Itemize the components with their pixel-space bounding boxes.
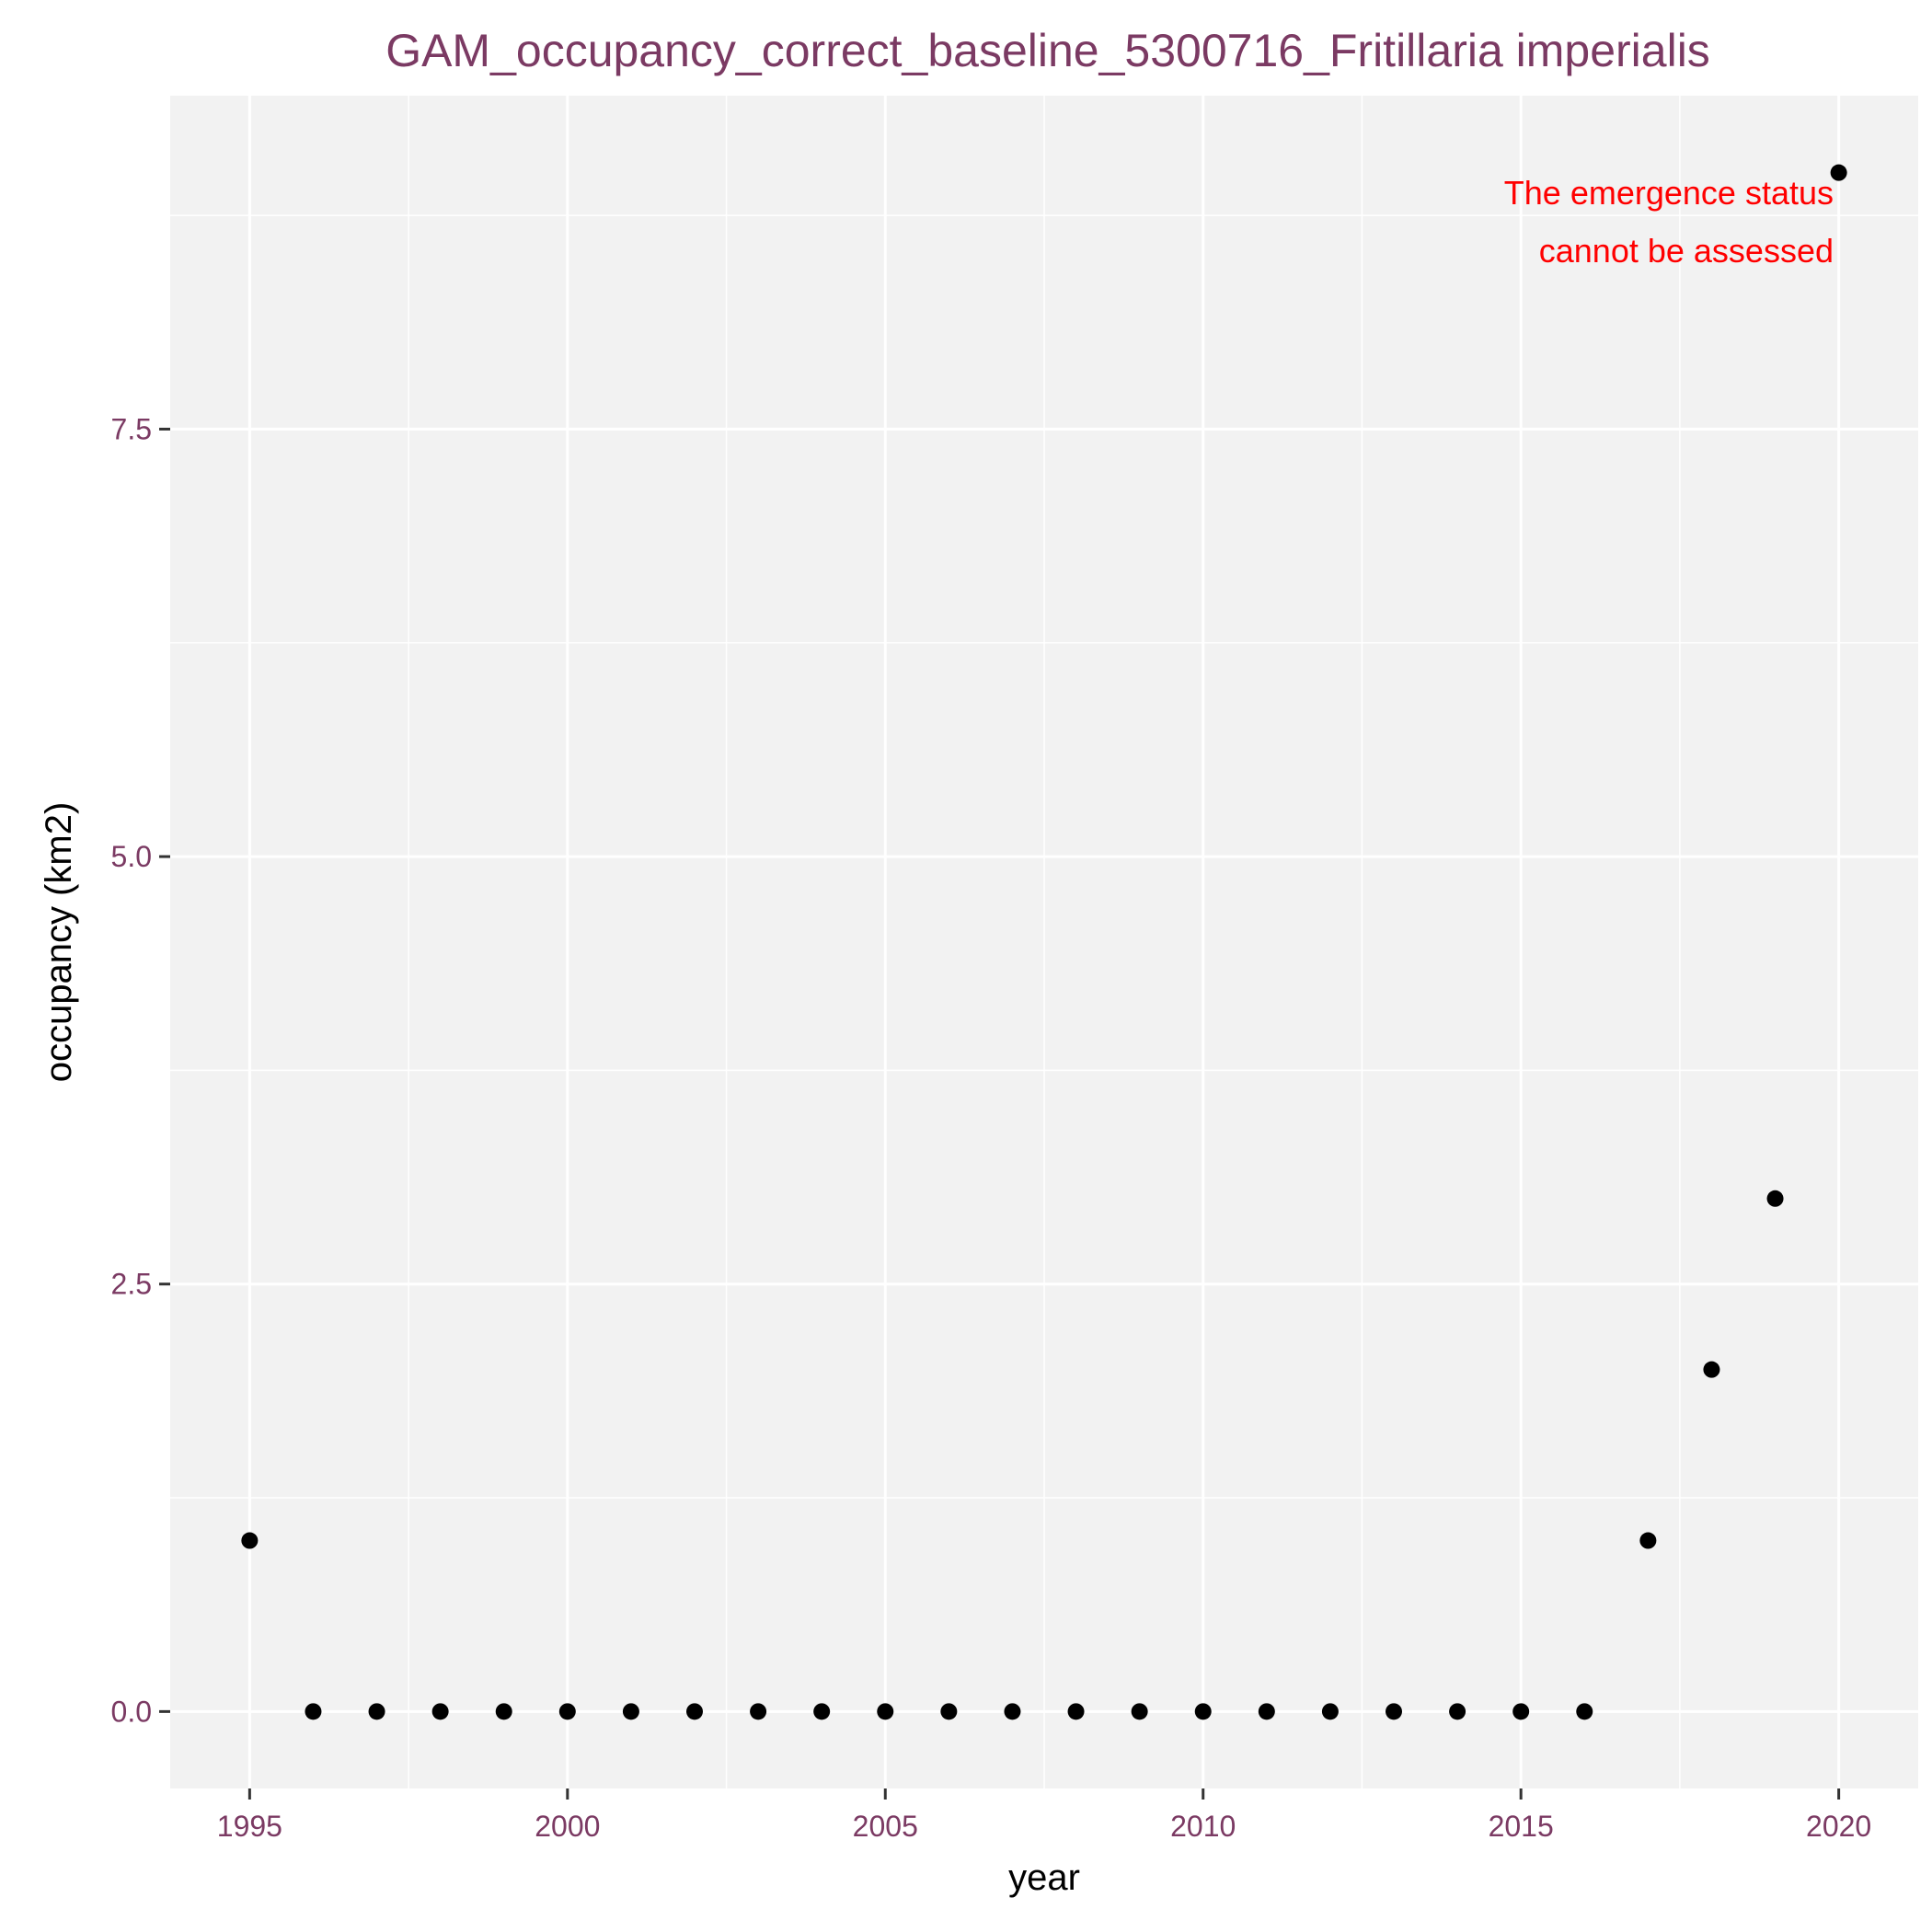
data-point: [1639, 1532, 1657, 1549]
data-point: [1321, 1703, 1339, 1720]
data-point: [1067, 1703, 1085, 1720]
data-point: [686, 1703, 703, 1720]
data-point: [1449, 1703, 1466, 1720]
x-tick-label: 1995: [217, 1810, 282, 1843]
data-point: [750, 1703, 767, 1720]
x-tick-label: 2015: [1489, 1810, 1554, 1843]
annotation-line-1: The emergence status: [1504, 174, 1834, 212]
data-point: [1576, 1703, 1593, 1720]
annotation-line-2: cannot be assessed: [1539, 232, 1834, 270]
data-point: [1194, 1703, 1212, 1720]
data-point: [877, 1703, 894, 1720]
data-point: [622, 1703, 639, 1720]
x-axis: 1995 2000 2005 2010 2015 2020: [217, 1788, 1871, 1843]
grid-minor: [170, 96, 1918, 1788]
data-point: [1766, 1190, 1784, 1207]
y-tick-label: 7.5: [111, 412, 152, 445]
data-point: [940, 1703, 958, 1720]
chart-title: GAM_occupancy_correct_baseline_5300716_F…: [385, 25, 1710, 76]
data-point: [368, 1703, 385, 1720]
data-point: [558, 1703, 576, 1720]
data-point: [1258, 1703, 1275, 1720]
data-point: [495, 1703, 512, 1720]
data-points: [241, 164, 1847, 1720]
grid-major: [170, 96, 1918, 1788]
y-tick-label: 0.0: [111, 1695, 152, 1728]
data-point: [1512, 1703, 1530, 1720]
data-point: [1131, 1703, 1148, 1720]
data-point: [1386, 1703, 1402, 1720]
y-axis-title: occupancy (km2): [39, 802, 79, 1083]
data-point: [305, 1703, 322, 1720]
y-tick-label: 5.0: [111, 840, 152, 873]
x-tick-label: 2005: [853, 1810, 918, 1843]
data-point: [241, 1532, 259, 1549]
x-tick-label: 2010: [1170, 1810, 1236, 1843]
data-point: [1830, 164, 1847, 181]
y-axis: 0.0 2.5 5.0 7.5: [111, 412, 170, 1728]
data-point: [1703, 1361, 1720, 1378]
x-axis-title: year: [1008, 1857, 1080, 1898]
y-tick-label: 2.5: [111, 1268, 152, 1301]
data-point: [1004, 1703, 1021, 1720]
data-point: [431, 1703, 449, 1720]
x-tick-label: 2020: [1806, 1810, 1871, 1843]
x-tick-label: 2000: [535, 1810, 600, 1843]
data-point: [813, 1703, 831, 1720]
